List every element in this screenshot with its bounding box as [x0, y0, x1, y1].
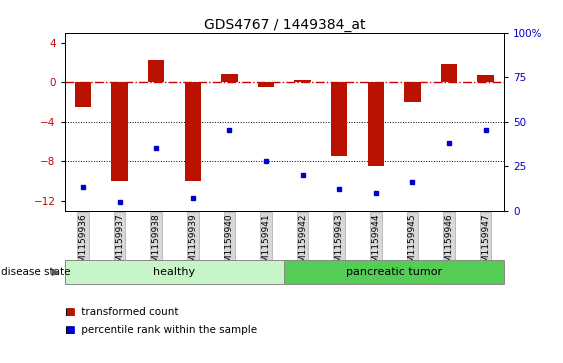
Bar	[111, 82, 128, 181]
Bar	[75, 82, 91, 107]
Bar	[441, 64, 457, 82]
Text: ■: ■	[65, 307, 74, 317]
FancyBboxPatch shape	[284, 260, 504, 285]
Title: GDS4767 / 1449384_at: GDS4767 / 1449384_at	[204, 18, 365, 32]
Bar	[477, 75, 494, 82]
Bar	[404, 82, 421, 102]
Text: ▶: ▶	[52, 267, 59, 277]
Bar	[221, 74, 238, 82]
Text: ■  percentile rank within the sample: ■ percentile rank within the sample	[65, 325, 257, 335]
Text: healthy: healthy	[154, 267, 195, 277]
FancyBboxPatch shape	[65, 260, 284, 285]
Text: ■: ■	[65, 325, 74, 335]
Text: ■  transformed count: ■ transformed count	[65, 307, 178, 317]
Bar	[294, 80, 311, 82]
Text: disease state: disease state	[1, 267, 70, 277]
Bar	[185, 82, 201, 181]
Bar	[331, 82, 347, 156]
Bar	[368, 82, 384, 166]
Bar	[258, 82, 274, 87]
Text: pancreatic tumor: pancreatic tumor	[346, 267, 442, 277]
Bar	[148, 60, 164, 82]
